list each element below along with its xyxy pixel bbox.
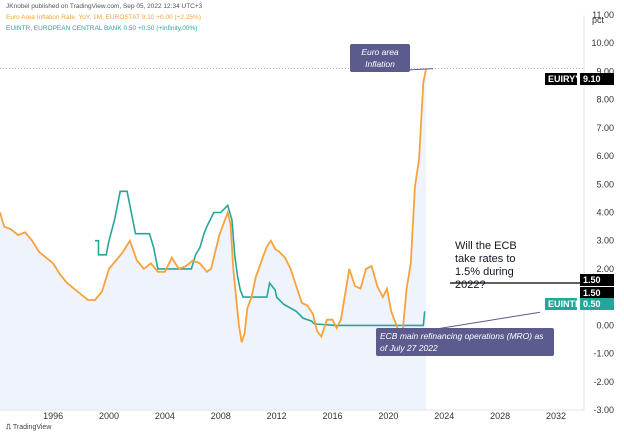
- inflation-callout-connector: [407, 68, 434, 71]
- y-tick-label: 4.00: [596, 208, 614, 218]
- mro-callout[interactable]: ECB main refinancing operations (MRO) as…: [376, 328, 554, 356]
- x-tick-label: 2020: [378, 411, 398, 421]
- x-tick-label: 2012: [267, 411, 287, 421]
- x-tick-label: 2008: [211, 411, 231, 421]
- brand-label: TradingView: [12, 424, 52, 431]
- x-tick-label: 1996: [43, 411, 63, 421]
- question-price-pill-a: 1.50: [580, 274, 614, 286]
- inflation-callout[interactable]: Euro area Inflation: [350, 44, 410, 72]
- ecb-question-text: Will the ECB take rates to 1.5% during 2…: [455, 240, 517, 291]
- tradingview-logo-icon: ⎍: [6, 424, 13, 431]
- x-tick-label: 2016: [323, 411, 343, 421]
- y-tick-label: 7.00: [596, 123, 614, 133]
- euintr-value-pill: 0.50: [580, 298, 614, 310]
- y-tick-label: 6.00: [596, 151, 614, 161]
- euiryy-value-pill: 9.10: [580, 73, 614, 85]
- y-tick-label: 2.00: [596, 264, 614, 274]
- legend-inflation[interactable]: Euro Area Inflation Rate, YoY, 1M, EUROS…: [6, 14, 201, 21]
- mro-callout-connector: [429, 311, 541, 331]
- y-tick-label: 8.00: [596, 95, 614, 105]
- y-tick-label: 0.00: [596, 320, 614, 330]
- y-tick-label: -2.00: [593, 377, 614, 387]
- publisher-line: JKnobel published on TradingView.com, Se…: [6, 3, 203, 10]
- euintr-ticker-pill[interactable]: EUINTR: [545, 298, 582, 310]
- x-tick-label: 2004: [155, 411, 175, 421]
- x-tick-label: 2000: [99, 411, 119, 421]
- x-tick-label: 2028: [490, 411, 510, 421]
- y-tick-label: 3.00: [596, 236, 614, 246]
- price-unit-label: pct: [592, 15, 605, 25]
- legend-rate[interactable]: EUINTR, EUROPEAN CENTRAL BANK 0.50 +0.50…: [6, 25, 198, 32]
- x-tick-label: 2024: [434, 411, 454, 421]
- series-line-euintr[interactable]: [95, 190, 426, 327]
- euiryy-ticker-pill[interactable]: EUIRYY: [545, 73, 581, 85]
- tradingview-footer[interactable]: ⎍ TradingView: [6, 424, 51, 432]
- question-price-pill-b: 1.50: [580, 287, 614, 299]
- y-tick-label: -1.00: [593, 349, 614, 359]
- series-line-euiryy[interactable]: [0, 68, 427, 343]
- x-tick-label: 2032: [546, 411, 566, 421]
- y-tick-label: 5.00: [596, 179, 614, 189]
- y-tick-label: 11.00: [592, 10, 614, 20]
- y-tick-label: 10.00: [591, 38, 614, 48]
- y-tick-label: -3.00: [593, 405, 614, 415]
- y-tick-label: 9.00: [596, 66, 614, 76]
- inflation-area-fill: [0, 68, 427, 410]
